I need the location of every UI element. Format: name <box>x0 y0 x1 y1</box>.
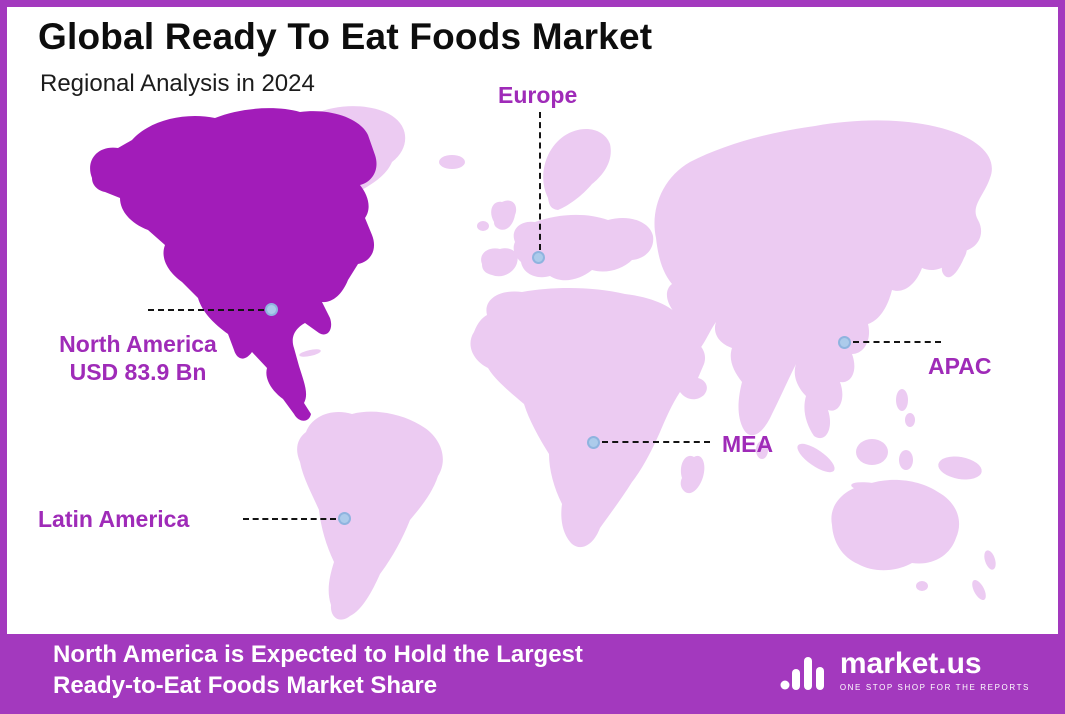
region-shape-cuba <box>299 349 321 357</box>
footer-headline: North America is Expected to Hold the La… <box>53 640 583 701</box>
region-shape-se-asia-islands <box>756 389 982 494</box>
map-marker-latin-america <box>338 512 351 525</box>
region-shape-asia <box>654 120 992 439</box>
region-shape-north-america <box>90 108 377 421</box>
footer-headline-line1: North America is Expected to Hold the La… <box>53 640 583 668</box>
region-value-north-america: USD 83.9 Bn <box>69 359 207 386</box>
leader-line-apac <box>853 341 941 343</box>
region-label-north-america-name: North America <box>59 331 217 357</box>
region-shape-europe <box>513 214 654 281</box>
footer-headline-line2: Ready-to-Eat Foods Market Share <box>53 671 438 699</box>
light-regions-group <box>291 106 996 620</box>
leader-line-mea <box>602 441 710 443</box>
market-us-logo: market.us ONE STOP SHOP FOR THE REPORTS <box>778 645 1030 697</box>
map-marker-mea <box>587 436 600 449</box>
region-label-apac: APAC <box>928 353 992 379</box>
region-shape-africa <box>470 288 707 548</box>
region-label-latin-america: Latin America <box>38 506 190 532</box>
map-marker-europe <box>532 251 545 264</box>
region-shape-iberia <box>481 248 518 277</box>
region-shape-oceania-islands <box>916 550 996 600</box>
leader-line-europe <box>539 112 541 250</box>
region-shape-iceland <box>439 155 465 169</box>
region-label-europe: Europe <box>498 82 578 108</box>
map-marker-apac <box>838 336 851 349</box>
brand-tagline: ONE STOP SHOP FOR THE REPORTS <box>839 683 1030 692</box>
region-label-north-america: North America USD 83.9 Bn <box>28 330 248 386</box>
page-subtitle: Regional Analysis in 2024 <box>40 70 315 97</box>
footer-bar: North America is Expected to Hold the La… <box>7 634 1058 707</box>
leader-line-north-america <box>148 309 264 311</box>
page-title: Global Ready To Eat Foods Market <box>38 16 653 57</box>
brand-text: market.us ONE STOP SHOP FOR THE REPORTS <box>839 647 1030 693</box>
leader-line-latin-america <box>243 518 336 520</box>
region-shape-madagascar <box>680 455 705 494</box>
map-marker-north-america <box>265 303 278 316</box>
region-shape-australia <box>831 479 960 571</box>
region-shape-south-america <box>297 411 443 620</box>
region-label-mea: MEA <box>722 431 774 457</box>
market-us-logo-icon <box>780 656 824 690</box>
region-shape-uk <box>491 200 517 230</box>
region-shape-ireland <box>477 221 489 231</box>
region-shape-scandinavia <box>543 129 611 210</box>
brand-name: market.us <box>839 647 982 680</box>
region-shape-japan <box>941 239 967 278</box>
